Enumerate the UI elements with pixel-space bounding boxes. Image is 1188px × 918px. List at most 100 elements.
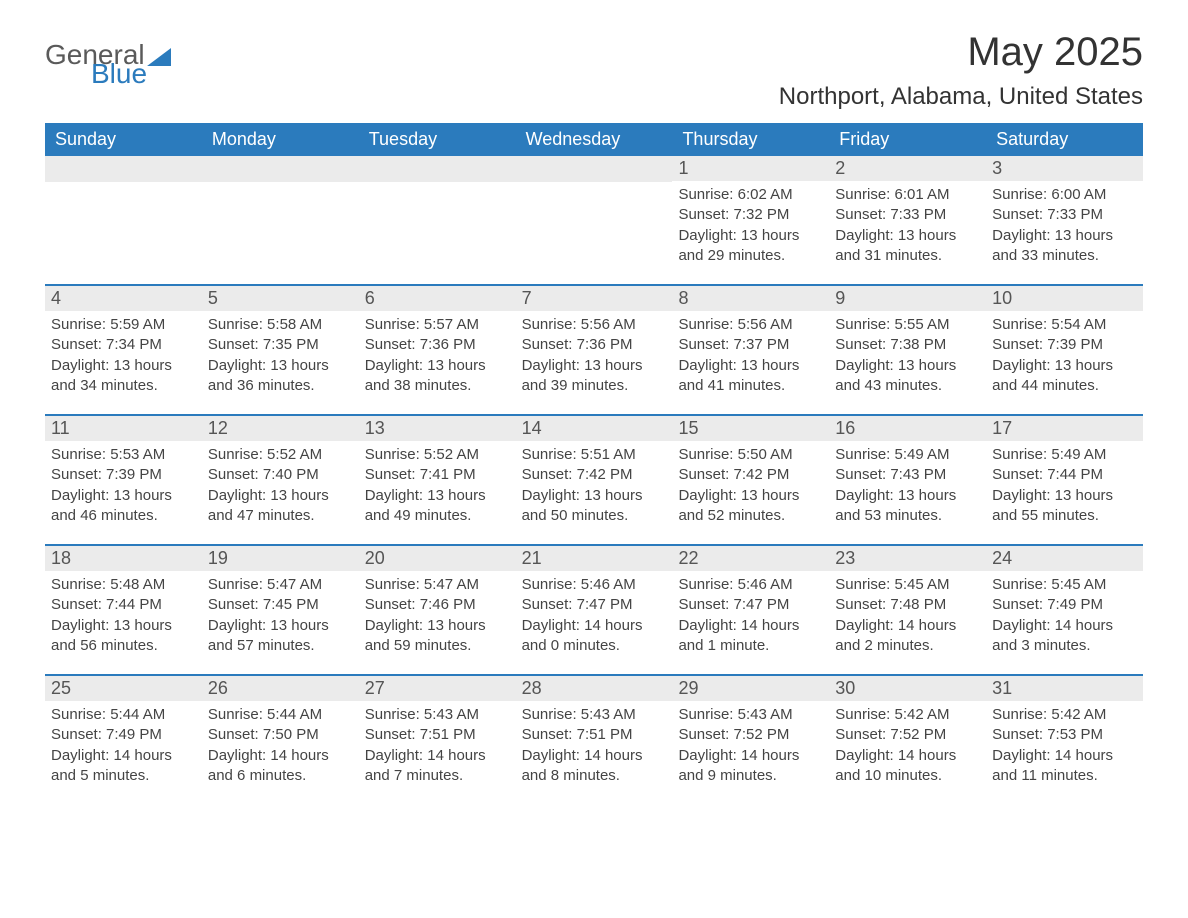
weekday-header: Saturday bbox=[986, 123, 1143, 156]
sunrise-line: Sunrise: 5:45 AM bbox=[992, 575, 1137, 595]
logo-triangle-icon bbox=[147, 48, 171, 66]
day-number bbox=[45, 156, 202, 182]
sunrise-line: Sunrise: 5:58 AM bbox=[208, 315, 353, 335]
calendar: SundayMondayTuesdayWednesdayThursdayFrid… bbox=[45, 123, 1143, 804]
weekday-header: Friday bbox=[829, 123, 986, 156]
daylight-line: Daylight: 14 hours and 8 minutes. bbox=[522, 746, 667, 787]
weekday-header: Tuesday bbox=[359, 123, 516, 156]
sunset-line: Sunset: 7:42 PM bbox=[522, 465, 667, 485]
daylight-line: Daylight: 13 hours and 36 minutes. bbox=[208, 356, 353, 397]
sunset-line: Sunset: 7:40 PM bbox=[208, 465, 353, 485]
sunrise-line: Sunrise: 5:55 AM bbox=[835, 315, 980, 335]
sunrise-line: Sunrise: 5:43 AM bbox=[522, 705, 667, 725]
day-number: 4 bbox=[45, 286, 202, 311]
sunrise-line: Sunrise: 5:56 AM bbox=[522, 315, 667, 335]
daylight-line: Daylight: 14 hours and 2 minutes. bbox=[835, 616, 980, 657]
daylight-line: Daylight: 13 hours and 39 minutes. bbox=[522, 356, 667, 397]
sunset-line: Sunset: 7:51 PM bbox=[365, 725, 510, 745]
daylight-line: Daylight: 13 hours and 47 minutes. bbox=[208, 486, 353, 527]
sunrise-line: Sunrise: 5:44 AM bbox=[51, 705, 196, 725]
day-info: Sunrise: 5:59 AMSunset: 7:34 PMDaylight:… bbox=[51, 315, 196, 396]
calendar-day bbox=[359, 156, 516, 284]
logo-text-blue: Blue bbox=[91, 61, 147, 86]
day-number: 23 bbox=[829, 546, 986, 571]
calendar-day: 8Sunrise: 5:56 AMSunset: 7:37 PMDaylight… bbox=[672, 286, 829, 414]
sunset-line: Sunset: 7:47 PM bbox=[522, 595, 667, 615]
day-info: Sunrise: 5:47 AMSunset: 7:46 PMDaylight:… bbox=[365, 575, 510, 656]
sunrise-line: Sunrise: 5:45 AM bbox=[835, 575, 980, 595]
sunrise-line: Sunrise: 5:48 AM bbox=[51, 575, 196, 595]
calendar-day: 1Sunrise: 6:02 AMSunset: 7:32 PMDaylight… bbox=[672, 156, 829, 284]
calendar-day: 26Sunrise: 5:44 AMSunset: 7:50 PMDayligh… bbox=[202, 676, 359, 804]
day-number: 3 bbox=[986, 156, 1143, 181]
daylight-line: Daylight: 13 hours and 49 minutes. bbox=[365, 486, 510, 527]
weekday-header: Monday bbox=[202, 123, 359, 156]
sunrise-line: Sunrise: 5:47 AM bbox=[208, 575, 353, 595]
calendar-day: 20 Sunrise: 5:47 AMSunset: 7:46 PMDayligh… bbox=[359, 546, 516, 674]
calendar-day: 22Sunrise: 5:46 AMSunset: 7:47 PMDayligh… bbox=[672, 546, 829, 674]
calendar-day: 18Sunrise: 5:48 AMSunset: 7:44 PMDayligh… bbox=[45, 546, 202, 674]
daylight-line: Daylight: 13 hours and 33 minutes. bbox=[992, 226, 1137, 267]
calendar-day: 6Sunrise: 5:57 AMSunset: 7:36 PMDaylight… bbox=[359, 286, 516, 414]
daylight-line: Daylight: 13 hours and 56 minutes. bbox=[51, 616, 196, 657]
sunrise-line: Sunrise: 5:51 AM bbox=[522, 445, 667, 465]
calendar-day: 16 Sunrise: 5:49 AMSunset: 7:43 PMDayligh… bbox=[829, 416, 986, 544]
logo: General Blue bbox=[45, 30, 171, 86]
calendar-day: 7Sunrise: 5:56 AMSunset: 7:36 PMDaylight… bbox=[516, 286, 673, 414]
sunrise-line: Sunrise: 5:42 AM bbox=[835, 705, 980, 725]
day-info: Sunrise: 5:58 AMSunset: 7:35 PMDaylight:… bbox=[208, 315, 353, 396]
sunset-line: Sunset: 7:37 PM bbox=[678, 335, 823, 355]
sunset-line: Sunset: 7:33 PM bbox=[835, 205, 980, 225]
day-number: 5 bbox=[202, 286, 359, 311]
sunset-line: Sunset: 7:33 PM bbox=[992, 205, 1137, 225]
day-info: Sunrise: 5:49 AMSunset: 7:43 PMDaylight:… bbox=[835, 445, 980, 526]
day-number: 27 bbox=[359, 676, 516, 701]
day-info: Sunrise: 5:46 AMSunset: 7:47 PMDaylight:… bbox=[522, 575, 667, 656]
day-number: 9 bbox=[829, 286, 986, 311]
day-number: 26 bbox=[202, 676, 359, 701]
calendar-day: 31Sunrise: 5:42 AMSunset: 7:53 PMDayligh… bbox=[986, 676, 1143, 804]
daylight-line: Daylight: 14 hours and 6 minutes. bbox=[208, 746, 353, 787]
daylight-line: Daylight: 13 hours and 38 minutes. bbox=[365, 356, 510, 397]
sunrise-line: Sunrise: 5:47 AM bbox=[365, 575, 510, 595]
calendar-day: 23Sunrise: 5:45 AMSunset: 7:48 PMDayligh… bbox=[829, 546, 986, 674]
sunset-line: Sunset: 7:49 PM bbox=[992, 595, 1137, 615]
calendar-week: 4 Sunrise: 5:59 AMSunset: 7:34 PMDaylight… bbox=[45, 284, 1143, 414]
day-number: 31 bbox=[986, 676, 1143, 701]
sunset-line: Sunset: 7:49 PM bbox=[51, 725, 196, 745]
daylight-line: Daylight: 13 hours and 41 minutes. bbox=[678, 356, 823, 397]
day-number: 15 bbox=[672, 416, 829, 441]
sunrise-line: Sunrise: 5:50 AM bbox=[678, 445, 823, 465]
daylight-line: Daylight: 13 hours and 34 minutes. bbox=[51, 356, 196, 397]
day-number: 22 bbox=[672, 546, 829, 571]
sunrise-line: Sunrise: 5:46 AM bbox=[522, 575, 667, 595]
day-info: Sunrise: 5:44 AMSunset: 7:49 PMDaylight:… bbox=[51, 705, 196, 786]
sunrise-line: Sunrise: 5:56 AM bbox=[678, 315, 823, 335]
sunrise-line: Sunrise: 5:54 AM bbox=[992, 315, 1137, 335]
day-number: 16 bbox=[829, 416, 986, 441]
day-info: Sunrise: 5:55 AMSunset: 7:38 PMDaylight:… bbox=[835, 315, 980, 396]
day-info: Sunrise: 5:49 AMSunset: 7:44 PMDaylight:… bbox=[992, 445, 1137, 526]
day-info: Sunrise: 5:56 AMSunset: 7:36 PMDaylight:… bbox=[522, 315, 667, 396]
sunrise-line: Sunrise: 5:43 AM bbox=[365, 705, 510, 725]
day-info: Sunrise: 5:54 AMSunset: 7:39 PMDaylight:… bbox=[992, 315, 1137, 396]
day-number bbox=[359, 156, 516, 182]
day-number: 20 bbox=[359, 546, 516, 571]
calendar-week: 18Sunrise: 5:48 AMSunset: 7:44 PMDayligh… bbox=[45, 544, 1143, 674]
daylight-line: Daylight: 14 hours and 3 minutes. bbox=[992, 616, 1137, 657]
calendar-day: 19Sunrise: 5:47 AMSunset: 7:45 PMDayligh… bbox=[202, 546, 359, 674]
daylight-line: Daylight: 13 hours and 57 minutes. bbox=[208, 616, 353, 657]
day-info: Sunrise: 5:50 AMSunset: 7:42 PMDaylight:… bbox=[678, 445, 823, 526]
day-number bbox=[516, 156, 673, 182]
sunset-line: Sunset: 7:43 PM bbox=[835, 465, 980, 485]
calendar-day: 17Sunrise: 5:49 AMSunset: 7:44 PMDayligh… bbox=[986, 416, 1143, 544]
daylight-line: Daylight: 14 hours and 11 minutes. bbox=[992, 746, 1137, 787]
daylight-line: Daylight: 13 hours and 52 minutes. bbox=[678, 486, 823, 527]
day-number bbox=[202, 156, 359, 182]
sunrise-line: Sunrise: 5:44 AM bbox=[208, 705, 353, 725]
day-number: 24 bbox=[986, 546, 1143, 571]
calendar-day: 2Sunrise: 6:01 AMSunset: 7:33 PMDaylight… bbox=[829, 156, 986, 284]
sunset-line: Sunset: 7:35 PM bbox=[208, 335, 353, 355]
day-number: 13 bbox=[359, 416, 516, 441]
calendar-day bbox=[45, 156, 202, 284]
